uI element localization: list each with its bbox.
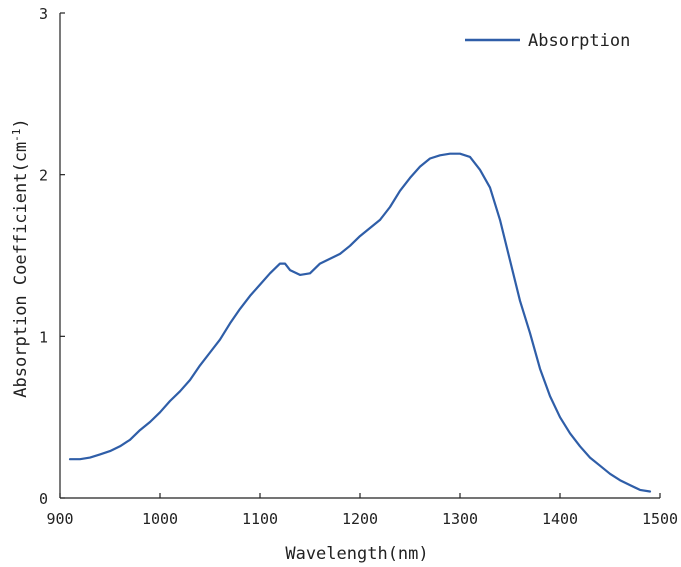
x-tick-label: 1200 [342,510,378,528]
x-tick-label: 1400 [542,510,578,528]
y-axis-title-superscript: -1 [10,129,23,142]
series-line-absorption [68,152,652,493]
x-axis-ticks: 900 1000 1100 1200 1300 1400 1500 [46,493,678,528]
x-tick-label: 1000 [142,510,178,528]
x-tick-label: 1100 [242,510,278,528]
y-tick-label: 2 [39,167,48,185]
legend-label-absorption: Absorption [528,31,630,51]
y-tick-label: 0 [39,490,48,508]
x-tick-label: 900 [46,510,73,528]
x-tick-label: 1300 [442,510,478,528]
y-axis-title-close: ) [11,118,31,128]
y-axis-title-main: Absorption Coefficient(cm [11,142,31,398]
x-tick-label: 1500 [642,510,678,528]
y-tick-label: 3 [39,5,48,23]
y-axis-title: Absorption Coefficient(cm-1) [10,118,32,397]
y-tick-label: 1 [39,328,48,346]
y-axis-ticks: 0 1 2 3 [39,5,65,508]
legend: Absorption [465,31,630,51]
x-axis-title: Wavelength(nm) [285,544,428,564]
